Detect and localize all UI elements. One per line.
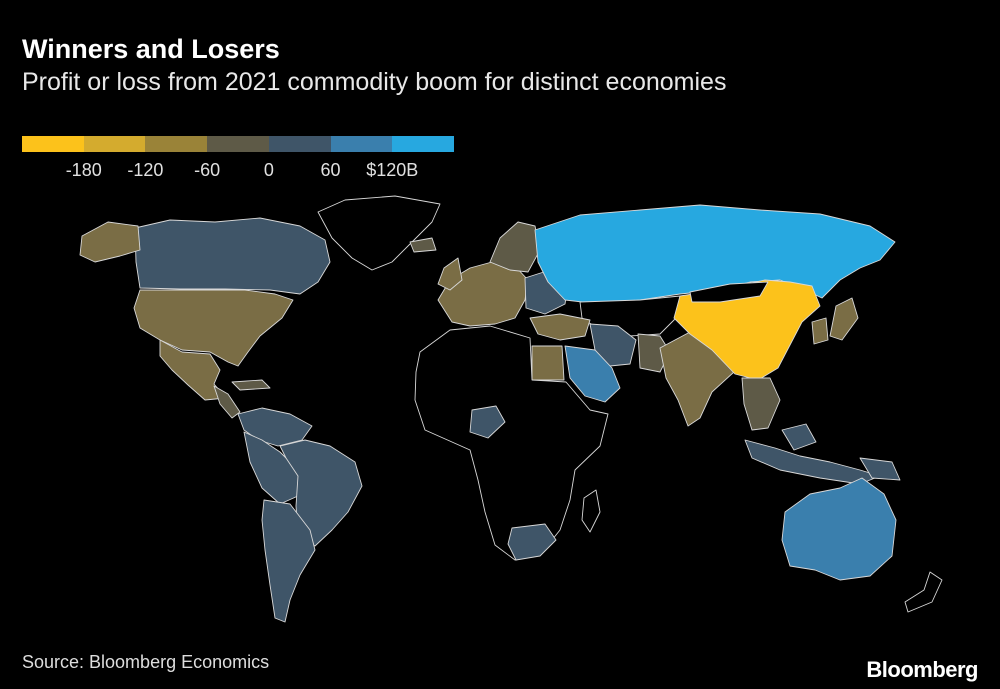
chart-title: Winners and Losers	[22, 34, 280, 64]
region-colombia-venezuela	[237, 407, 313, 447]
region-china	[673, 279, 821, 381]
source-note: Source: Bloomberg Economics	[22, 652, 270, 672]
region-greenland	[317, 195, 441, 271]
region-scandinavia	[489, 221, 541, 273]
region-south-africa	[507, 523, 557, 561]
region-papua	[859, 457, 901, 481]
color-legend-bar	[22, 136, 455, 152]
region-egypt	[531, 345, 565, 381]
region-uk	[437, 257, 463, 291]
region-mongolia	[689, 281, 769, 303]
region-australia	[781, 477, 897, 581]
bloomberg-logo: Bloomberg	[866, 657, 978, 682]
region-new-zealand	[904, 571, 943, 613]
region-nigeria	[469, 405, 506, 439]
region-korea	[811, 317, 829, 345]
region-africa	[414, 325, 609, 561]
region-central-america	[213, 385, 241, 419]
region-indonesia	[744, 439, 881, 485]
legend-swatch-2	[145, 136, 208, 152]
region-chile-argentina	[261, 499, 316, 623]
color-legend-labels: -180 -120 -60 0 60 $120B	[22, 160, 462, 184]
region-japan	[829, 297, 859, 341]
legend-label-4: 60	[320, 160, 341, 180]
legend-label-3: 0	[263, 160, 274, 180]
legend-label-2: -60	[194, 160, 221, 180]
legend-label-0: -180	[65, 160, 102, 180]
legend-label-5: $120B	[366, 160, 419, 180]
region-cuba	[231, 379, 271, 391]
region-malaysia	[781, 423, 817, 451]
legend-swatch-0	[22, 136, 84, 152]
legend-swatch-5	[330, 136, 393, 152]
region-saudi-arabia	[564, 345, 621, 403]
region-usa	[133, 289, 294, 367]
region-southeast-asia	[741, 377, 781, 431]
region-madagascar	[581, 489, 601, 533]
region-alaska	[79, 221, 141, 263]
legend-label-1: -120	[127, 160, 164, 180]
legend-swatch-3	[207, 136, 269, 152]
chart-subtitle: Profit or loss from 2021 commodity boom …	[22, 68, 727, 96]
legend-swatch-4	[268, 136, 331, 152]
legend-swatch-1	[83, 136, 146, 152]
legend-swatch-6	[392, 136, 455, 152]
world-map	[79, 195, 943, 623]
region-iceland	[409, 237, 437, 253]
region-turkey	[529, 313, 591, 341]
region-canada	[134, 217, 331, 295]
